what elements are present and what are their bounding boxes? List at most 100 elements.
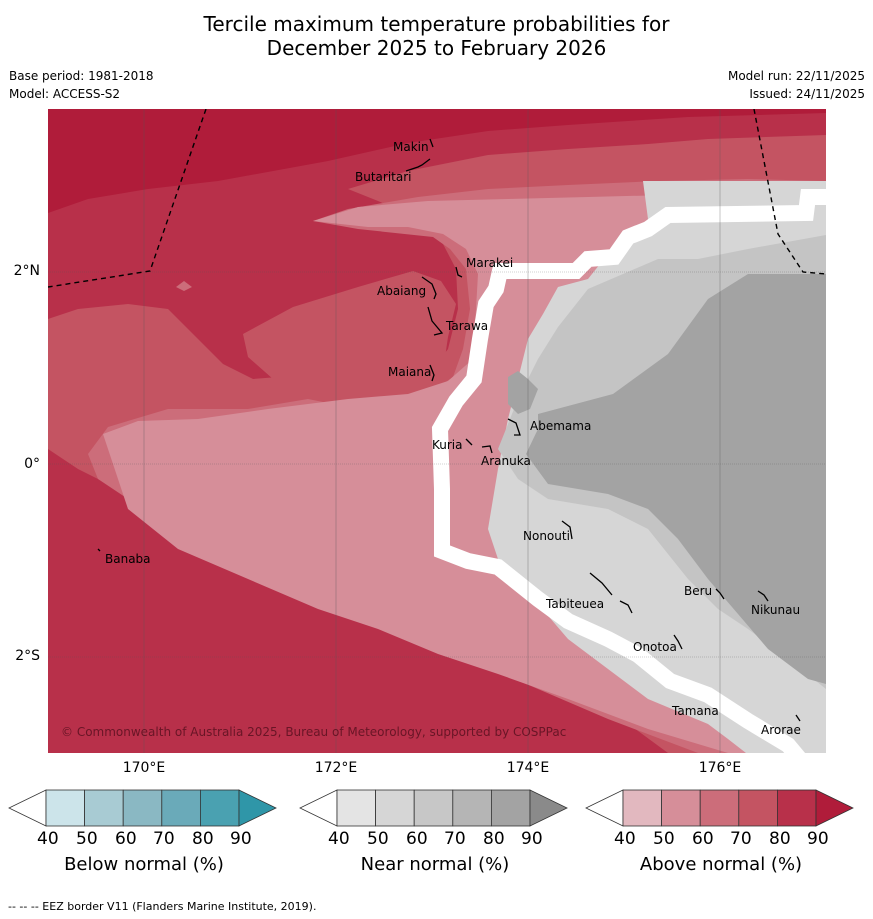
above-tick-80: 80 (769, 829, 791, 849)
label-nonouti: Nonouti (523, 529, 570, 543)
near-tick-50: 50 (367, 829, 389, 849)
colorbar-near-normal (299, 789, 568, 827)
label-marakei: Marakei (466, 256, 513, 270)
island-aranuka (481, 445, 493, 454)
above-tick-40: 40 (614, 829, 636, 849)
island-tabiteuea (589, 572, 613, 596)
island-beru (715, 588, 725, 600)
near-colorbar-segment-2 (375, 789, 415, 827)
lat-label-2n: 2°N (13, 263, 40, 279)
probability-map: Makin Butaritari Marakei Abaiang Tarawa … (48, 109, 826, 753)
eez-border-footnote: -- -- -- EEZ border V11 (Flanders Marine… (8, 900, 317, 913)
island-outlines (97, 138, 801, 722)
model-name: Model: ACCESS-S2 (9, 87, 121, 101)
grid-lines (48, 109, 826, 753)
near-colorbar-segment-4 (452, 789, 492, 827)
below-tick-60: 60 (115, 829, 137, 849)
label-arorae: Arorae (761, 723, 801, 737)
label-makin: Makin (393, 140, 429, 154)
island-arorae (795, 714, 801, 722)
below-colorbar-segment-6 (238, 789, 277, 827)
label-abemama: Abemama (530, 419, 591, 433)
lon-label-176e: 176°E (698, 760, 742, 776)
label-onotoa: Onotoa (633, 640, 677, 654)
island-onotoa (673, 634, 683, 650)
label-nikunau: Nikunau (751, 603, 800, 617)
island-tabiteuea-south (619, 600, 633, 614)
above-tick-50: 50 (653, 829, 675, 849)
label-banaba: Banaba (105, 552, 151, 566)
label-tamana: Tamana (671, 704, 719, 718)
label-kuria: Kuria (432, 438, 463, 452)
title-line-2: December 2025 to February 2026 (266, 36, 607, 60)
below-tick-50: 50 (76, 829, 98, 849)
chart-title: Tercile maximum temperature probabilitie… (0, 12, 873, 60)
island-abemama (507, 418, 521, 436)
near-tick-40: 40 (328, 829, 350, 849)
above-colorbar-segment-5 (776, 789, 817, 827)
label-tabiteuea: Tabiteuea (545, 597, 604, 611)
above-tick-60: 60 (692, 829, 714, 849)
region-near-normal-70 (508, 274, 826, 684)
below-colorbar-segment-1 (45, 789, 85, 827)
near-colorbar-segment-3 (413, 789, 454, 827)
island-nikunau (757, 590, 769, 602)
lon-label-172e: 172°E (314, 760, 358, 776)
near-colorbar-segment-0 (299, 789, 338, 827)
below-colorbar-segment-0 (8, 789, 47, 827)
island-maiana (429, 364, 435, 382)
island-abaiang (421, 276, 437, 300)
island-kuria (465, 438, 473, 446)
model-run: Model run: 22/11/2025 (727, 69, 865, 83)
below-colorbar-segment-5 (199, 789, 240, 827)
near-tick-70: 70 (444, 829, 466, 849)
lon-label-174e: 174°E (506, 760, 550, 776)
colorbar-title-below: Below normal (%) (64, 854, 224, 875)
above-colorbar-segment-6 (815, 789, 854, 827)
label-aranuka: Aranuka (481, 454, 531, 468)
below-colorbar-segment-4 (161, 789, 201, 827)
label-maiana: Maiana (388, 365, 431, 379)
island-makin (429, 138, 434, 148)
above-colorbar-segment-4 (738, 789, 778, 827)
island-marakei (455, 266, 463, 278)
near-tick-60: 60 (406, 829, 428, 849)
colorbar-title-near: Near normal (%) (360, 854, 510, 875)
island-butaritari (405, 158, 431, 172)
colorbar-below-normal (8, 789, 277, 827)
near-colorbar-segment-6 (529, 789, 568, 827)
island-tarawa (427, 306, 444, 336)
above-colorbar-segment-2 (661, 789, 701, 827)
colorbar-title-above: Above normal (%) (639, 854, 803, 875)
below-tick-70: 70 (153, 829, 175, 849)
island-nonouti (561, 520, 573, 540)
below-colorbar-segment-2 (84, 789, 124, 827)
issued-date: Issued: 24/11/2025 (749, 87, 865, 101)
label-tarawa: Tarawa (445, 319, 488, 333)
colorbar-above-normal (585, 789, 854, 827)
near-tick-90: 90 (521, 829, 543, 849)
label-beru: Beru (684, 584, 712, 598)
lon-label-170e: 170°E (122, 760, 166, 776)
label-butaritari: Butaritari (355, 170, 412, 184)
base-period: Base period: 1981-2018 (9, 69, 154, 83)
title-line-1: Tercile maximum temperature probabilitie… (203, 12, 670, 36)
below-colorbar-segment-3 (122, 789, 163, 827)
label-abaiang: Abaiang (377, 284, 426, 298)
below-tick-80: 80 (192, 829, 214, 849)
near-tick-80: 80 (483, 829, 505, 849)
above-tick-90: 90 (807, 829, 829, 849)
lat-label-2s: 2°S (15, 648, 40, 664)
above-colorbar-segment-3 (699, 789, 740, 827)
white-gap-band (431, 189, 826, 753)
above-colorbar-segment-0 (585, 789, 624, 827)
place-labels: Makin Butaritari Marakei Abaiang Tarawa … (105, 140, 801, 737)
above-colorbar-segment-1 (622, 789, 662, 827)
above-tick-70: 70 (730, 829, 752, 849)
below-tick-90: 90 (230, 829, 252, 849)
near-colorbar-segment-1 (336, 789, 376, 827)
below-tick-40: 40 (37, 829, 59, 849)
island-banaba (97, 548, 101, 552)
lat-label-0: 0° (24, 456, 40, 472)
copyright-notice: © Commonwealth of Australia 2025, Bureau… (61, 725, 566, 739)
